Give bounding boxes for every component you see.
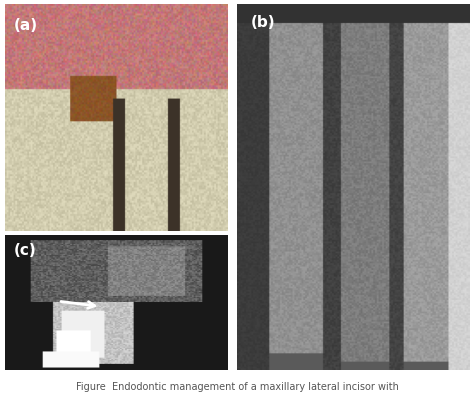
Text: (b): (b) [251, 15, 275, 30]
Text: (c): (c) [14, 243, 36, 258]
Text: Figure  Endodontic management of a maxillary lateral incisor with: Figure Endodontic management of a maxill… [75, 382, 399, 392]
Text: (a): (a) [14, 18, 38, 33]
